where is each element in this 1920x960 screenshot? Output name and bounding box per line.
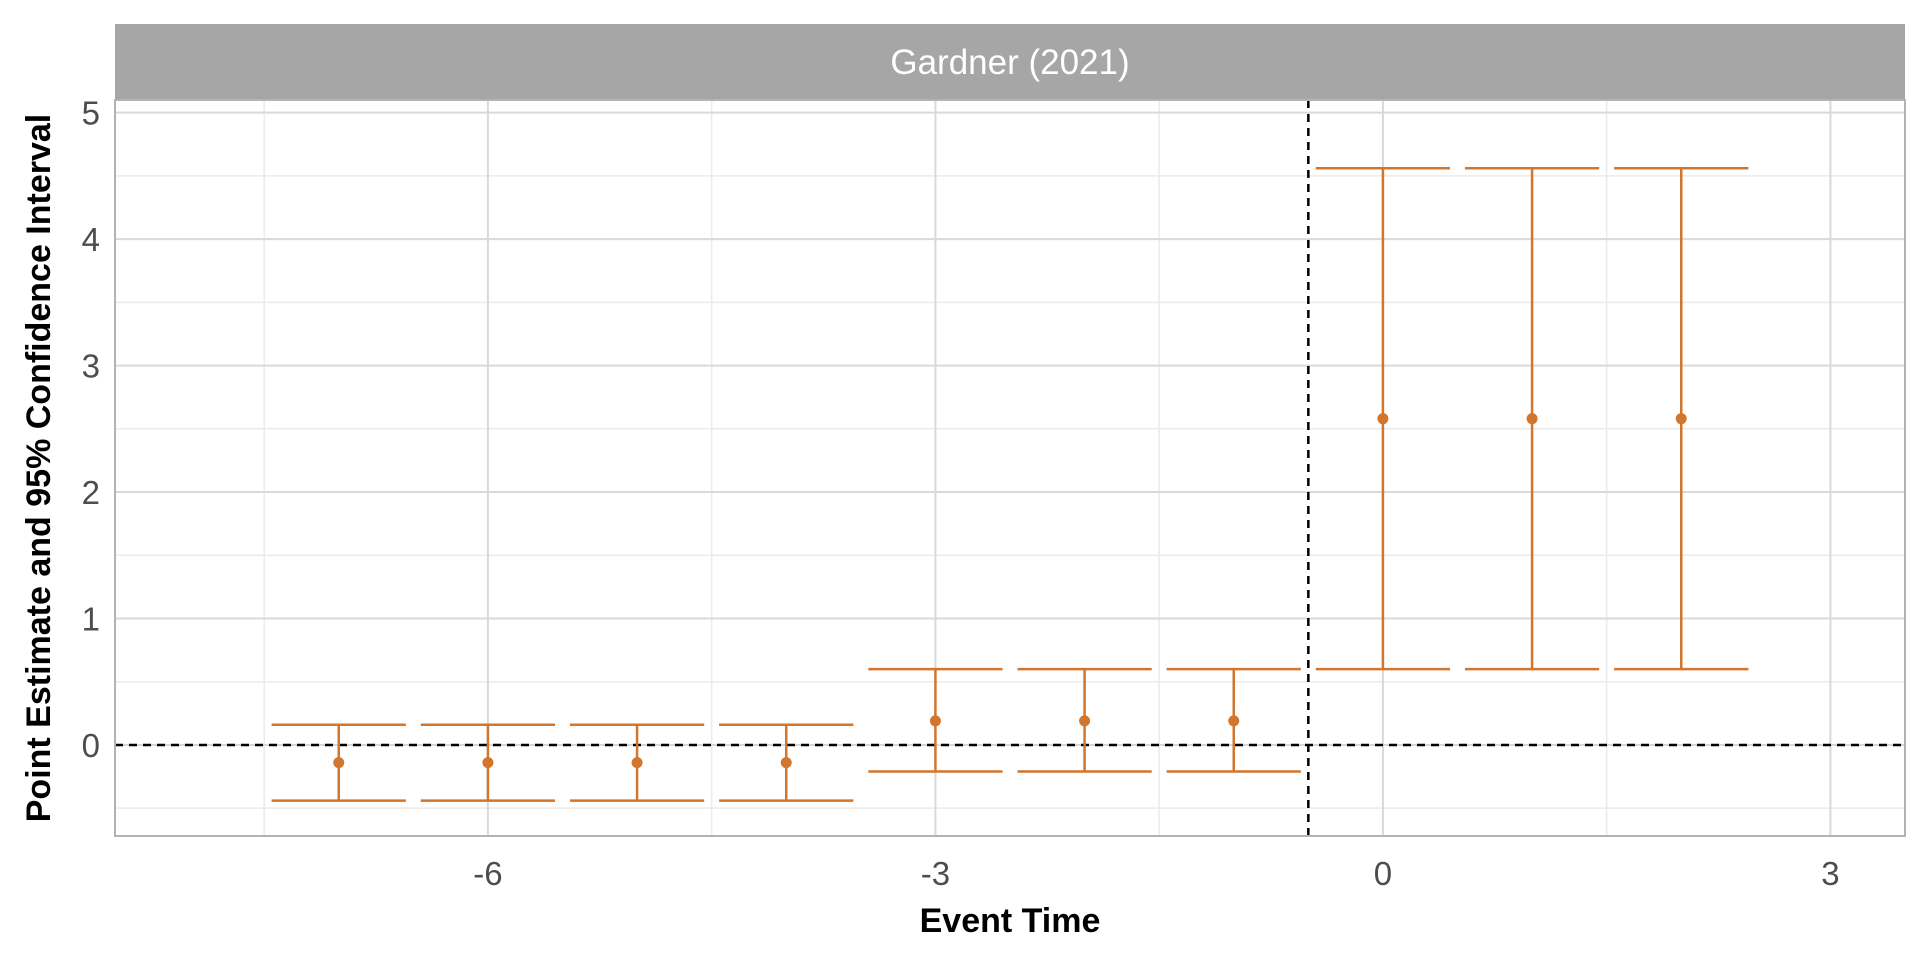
point-estimate	[1079, 715, 1091, 727]
y-tick-labels: 0 1 2 3 4 5	[82, 95, 100, 764]
y-tick-label: 4	[82, 221, 100, 258]
x-tick-label: -3	[921, 855, 950, 892]
y-tick-label: 3	[82, 348, 100, 385]
point-estimate	[1526, 413, 1538, 425]
point-estimate	[1675, 413, 1687, 425]
minor-gridlines	[115, 100, 1905, 836]
point-estimate	[631, 757, 643, 769]
error-bars	[271, 167, 1749, 802]
x-tick-labels: -6 -3 0 3	[473, 855, 1839, 892]
point-estimate	[1228, 715, 1240, 727]
reference-lines	[115, 100, 1905, 836]
point-estimate	[333, 757, 345, 769]
point-estimate	[929, 715, 941, 727]
y-tick-label: 1	[82, 600, 100, 637]
y-tick-label: 0	[82, 727, 100, 764]
facet-strip	[115, 24, 1905, 100]
point-estimate	[482, 757, 494, 769]
point-estimate	[1377, 413, 1389, 425]
y-tick-label: 5	[82, 95, 100, 132]
panel-border	[114, 99, 1906, 837]
x-tick-label: 3	[1821, 855, 1839, 892]
x-tick-label: 0	[1374, 855, 1392, 892]
y-tick-label: 2	[82, 474, 100, 511]
x-axis-title: Event Time	[920, 902, 1101, 940]
x-tick-label: -6	[473, 855, 502, 892]
facet-title: Gardner (2021)	[890, 43, 1129, 82]
major-gridlines	[115, 100, 1905, 836]
y-axis-title: Point Estimate and 95% Confidence Interv…	[20, 114, 58, 823]
point-estimates	[333, 413, 1687, 769]
point-estimate	[780, 757, 792, 769]
